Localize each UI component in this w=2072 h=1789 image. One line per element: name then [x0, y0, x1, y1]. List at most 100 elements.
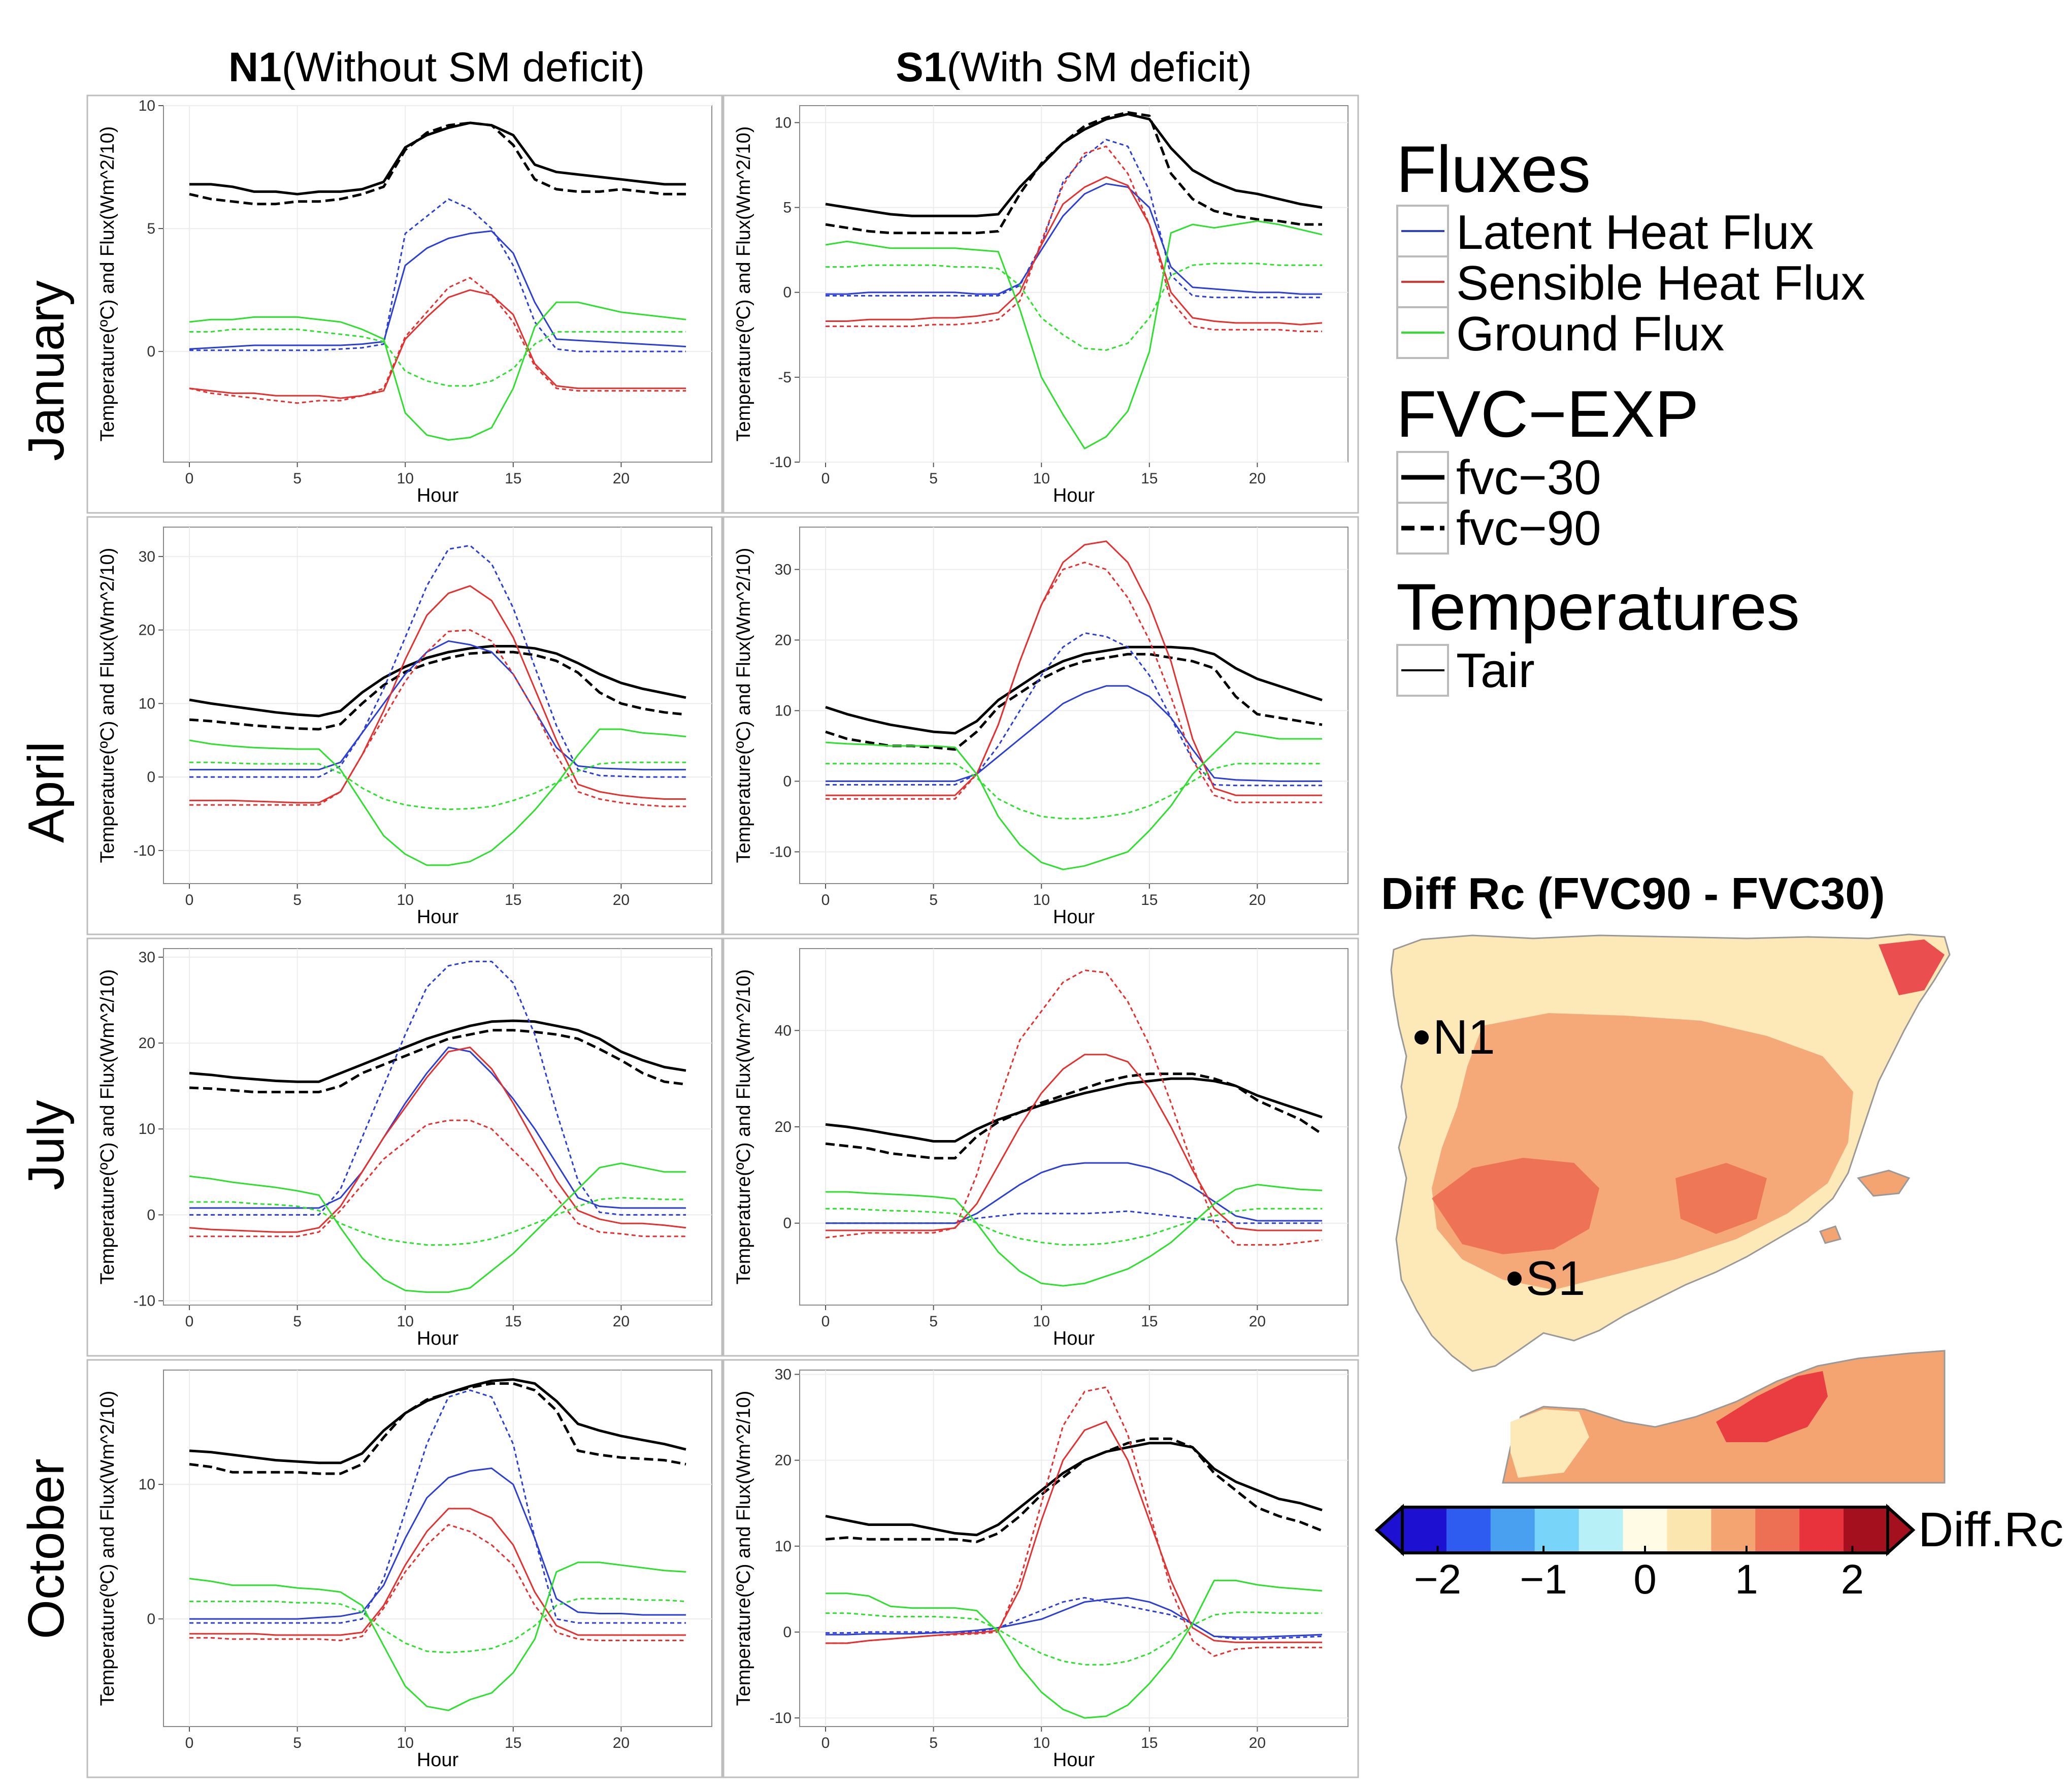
- y-tick-label: 0: [783, 773, 792, 790]
- x-tick-label: 15: [505, 470, 521, 487]
- legend-label-fvc90: fvc−90: [1456, 501, 1601, 556]
- plot-area: [163, 105, 712, 463]
- series-ground-fvc-30: [189, 728, 686, 866]
- y-tick-label: 0: [147, 343, 155, 360]
- series-tair-fvc-30: [189, 1019, 686, 1083]
- y-tick-label: 5: [783, 200, 792, 216]
- series-ground-fvc-90: [189, 329, 686, 387]
- plot-area: [163, 948, 712, 1306]
- series-ground-fvc-30: [189, 1162, 686, 1293]
- series-latent-fvc-90: [189, 198, 686, 352]
- series-ground-fvc-90: [826, 263, 1322, 351]
- x-tick-label: 10: [1033, 470, 1050, 487]
- y-tick-label: -10: [770, 1710, 792, 1727]
- series-latent-fvc-90: [826, 632, 1322, 787]
- panel-n1-april: 0 5 10 15 20 -10 0 10 20 30 Hour Temperature(ºC) an…: [86, 516, 723, 935]
- series-tair-fvc-90: [189, 1382, 686, 1475]
- y-tick-label: 0: [783, 284, 792, 301]
- y-tick-label: -10: [770, 454, 792, 471]
- x-tick-label: 5: [929, 892, 938, 908]
- colorbar-swatch: [1844, 1507, 1888, 1553]
- series-ground-fvc-30: [826, 1184, 1323, 1287]
- y-tick-label: 40: [775, 1022, 792, 1039]
- map-title: Diff Rc (FVC90 - FVC30): [1381, 868, 1885, 919]
- x-tick-label: 10: [1033, 1735, 1050, 1751]
- x-tick-label: 0: [821, 1313, 830, 1330]
- panel-n1-july: 0 5 10 15 20 -10 0 10 20 30 Hour Temperature(ºC) an…: [86, 937, 723, 1357]
- legend-fluxes-title: Fluxes: [1396, 132, 1591, 206]
- x-axis-label: Hour: [417, 1749, 459, 1771]
- plot-area: [799, 1370, 1349, 1727]
- y-axis-label: Temperature(ºC) and Flux(Wm^2/10): [97, 1391, 118, 1706]
- colorbar: −2 −1 0 1 2: [1374, 1504, 1916, 1603]
- y-tick-label: 20: [139, 622, 155, 639]
- series-latent-fvc-30: [826, 685, 1322, 782]
- x-tick-label: 0: [821, 1735, 830, 1751]
- y-tick-label: 10: [139, 1476, 155, 1493]
- series-tair-fvc-30: [825, 1077, 1323, 1143]
- colorbar-label: Diff.Rc: [1918, 1503, 2063, 1557]
- y-tick-label: 20: [775, 1119, 792, 1135]
- series-ground-fvc-30: [825, 220, 1323, 449]
- x-tick-label: 15: [505, 892, 521, 908]
- series-sensible-fvc-30: [189, 289, 686, 399]
- x-tick-label: 5: [293, 892, 302, 908]
- x-tick-label: 0: [821, 470, 830, 487]
- x-tick-label: 5: [929, 470, 938, 487]
- panel-s1-april: 0 5 10 15 20 -10 0 10 20 30 Hour Temperature(ºC) an…: [722, 516, 1359, 935]
- x-tick-label: 5: [929, 1313, 938, 1330]
- series-tair-fvc-30: [825, 645, 1323, 735]
- series-ground-fvc-30: [826, 1579, 1323, 1719]
- x-axis-label: Hour: [417, 485, 459, 506]
- map-africa-pale: [1510, 1409, 1589, 1478]
- series-latent-fvc-30: [826, 1597, 1323, 1638]
- series-tair-fvc-30: [825, 1442, 1323, 1537]
- series-tair-fvc-90: [825, 1437, 1323, 1543]
- y-tick-label: -10: [134, 1293, 155, 1310]
- legend-label-sensible: Sensible Heat Flux: [1456, 256, 1865, 310]
- series-sensible-fvc-30: [826, 1054, 1322, 1231]
- colorbar-swatch: [1402, 1507, 1447, 1553]
- series-tair-fvc-30: [189, 645, 686, 718]
- y-axis-label: Temperature(ºC) and Flux(Wm^2/10): [733, 1391, 754, 1706]
- series-sensible-fvc-30: [826, 176, 1323, 326]
- colorbar-tick-label: 1: [1735, 1556, 1758, 1603]
- plot-area: [163, 1370, 712, 1727]
- x-axis-label: Hour: [1053, 485, 1095, 506]
- series-ground-fvc-90: [826, 763, 1322, 820]
- x-tick-label: 15: [1141, 470, 1158, 487]
- map-interior-red: [1432, 1158, 1599, 1254]
- colorbar-swatch: [1755, 1507, 1800, 1553]
- plot-area: [163, 527, 712, 884]
- x-tick-label: 0: [185, 470, 194, 487]
- y-tick-label: -10: [770, 843, 792, 860]
- y-axis-label: Temperature(ºC) and Flux(Wm^2/10): [733, 969, 754, 1285]
- series-sensible-fvc-30: [189, 585, 686, 804]
- y-tick-label: 0: [783, 1624, 792, 1641]
- colorbar-swatch: [1446, 1507, 1491, 1553]
- colorbar-arrow-high: [1886, 1504, 1916, 1556]
- x-tick-label: 10: [1033, 892, 1050, 908]
- x-tick-label: 20: [1249, 892, 1266, 908]
- x-axis-label: Hour: [1053, 1328, 1095, 1349]
- series-ground-fvc-90: [189, 1197, 686, 1246]
- x-axis-label: Hour: [1053, 906, 1095, 928]
- colorbar-swatch: [1578, 1507, 1624, 1553]
- colorbar-arrow-low: [1374, 1504, 1404, 1556]
- x-tick-label: 10: [1033, 1313, 1050, 1330]
- series-sensible-fvc-30: [189, 1508, 686, 1636]
- x-axis-label: Hour: [1053, 1749, 1095, 1771]
- x-tick-label: 15: [1141, 1735, 1158, 1751]
- x-tick-label: 0: [185, 1735, 194, 1751]
- series-latent-fvc-30: [826, 183, 1322, 295]
- x-tick-label: 0: [185, 892, 194, 908]
- colorbar-swatch: [1711, 1507, 1756, 1553]
- map-africa-red: [1716, 1371, 1828, 1442]
- legend: Fluxes Latent Heat Flux Sensible Heat Fl…: [1396, 132, 1865, 698]
- series-sensible-fvc-90: [189, 1524, 686, 1641]
- y-tick-label: -10: [134, 842, 155, 859]
